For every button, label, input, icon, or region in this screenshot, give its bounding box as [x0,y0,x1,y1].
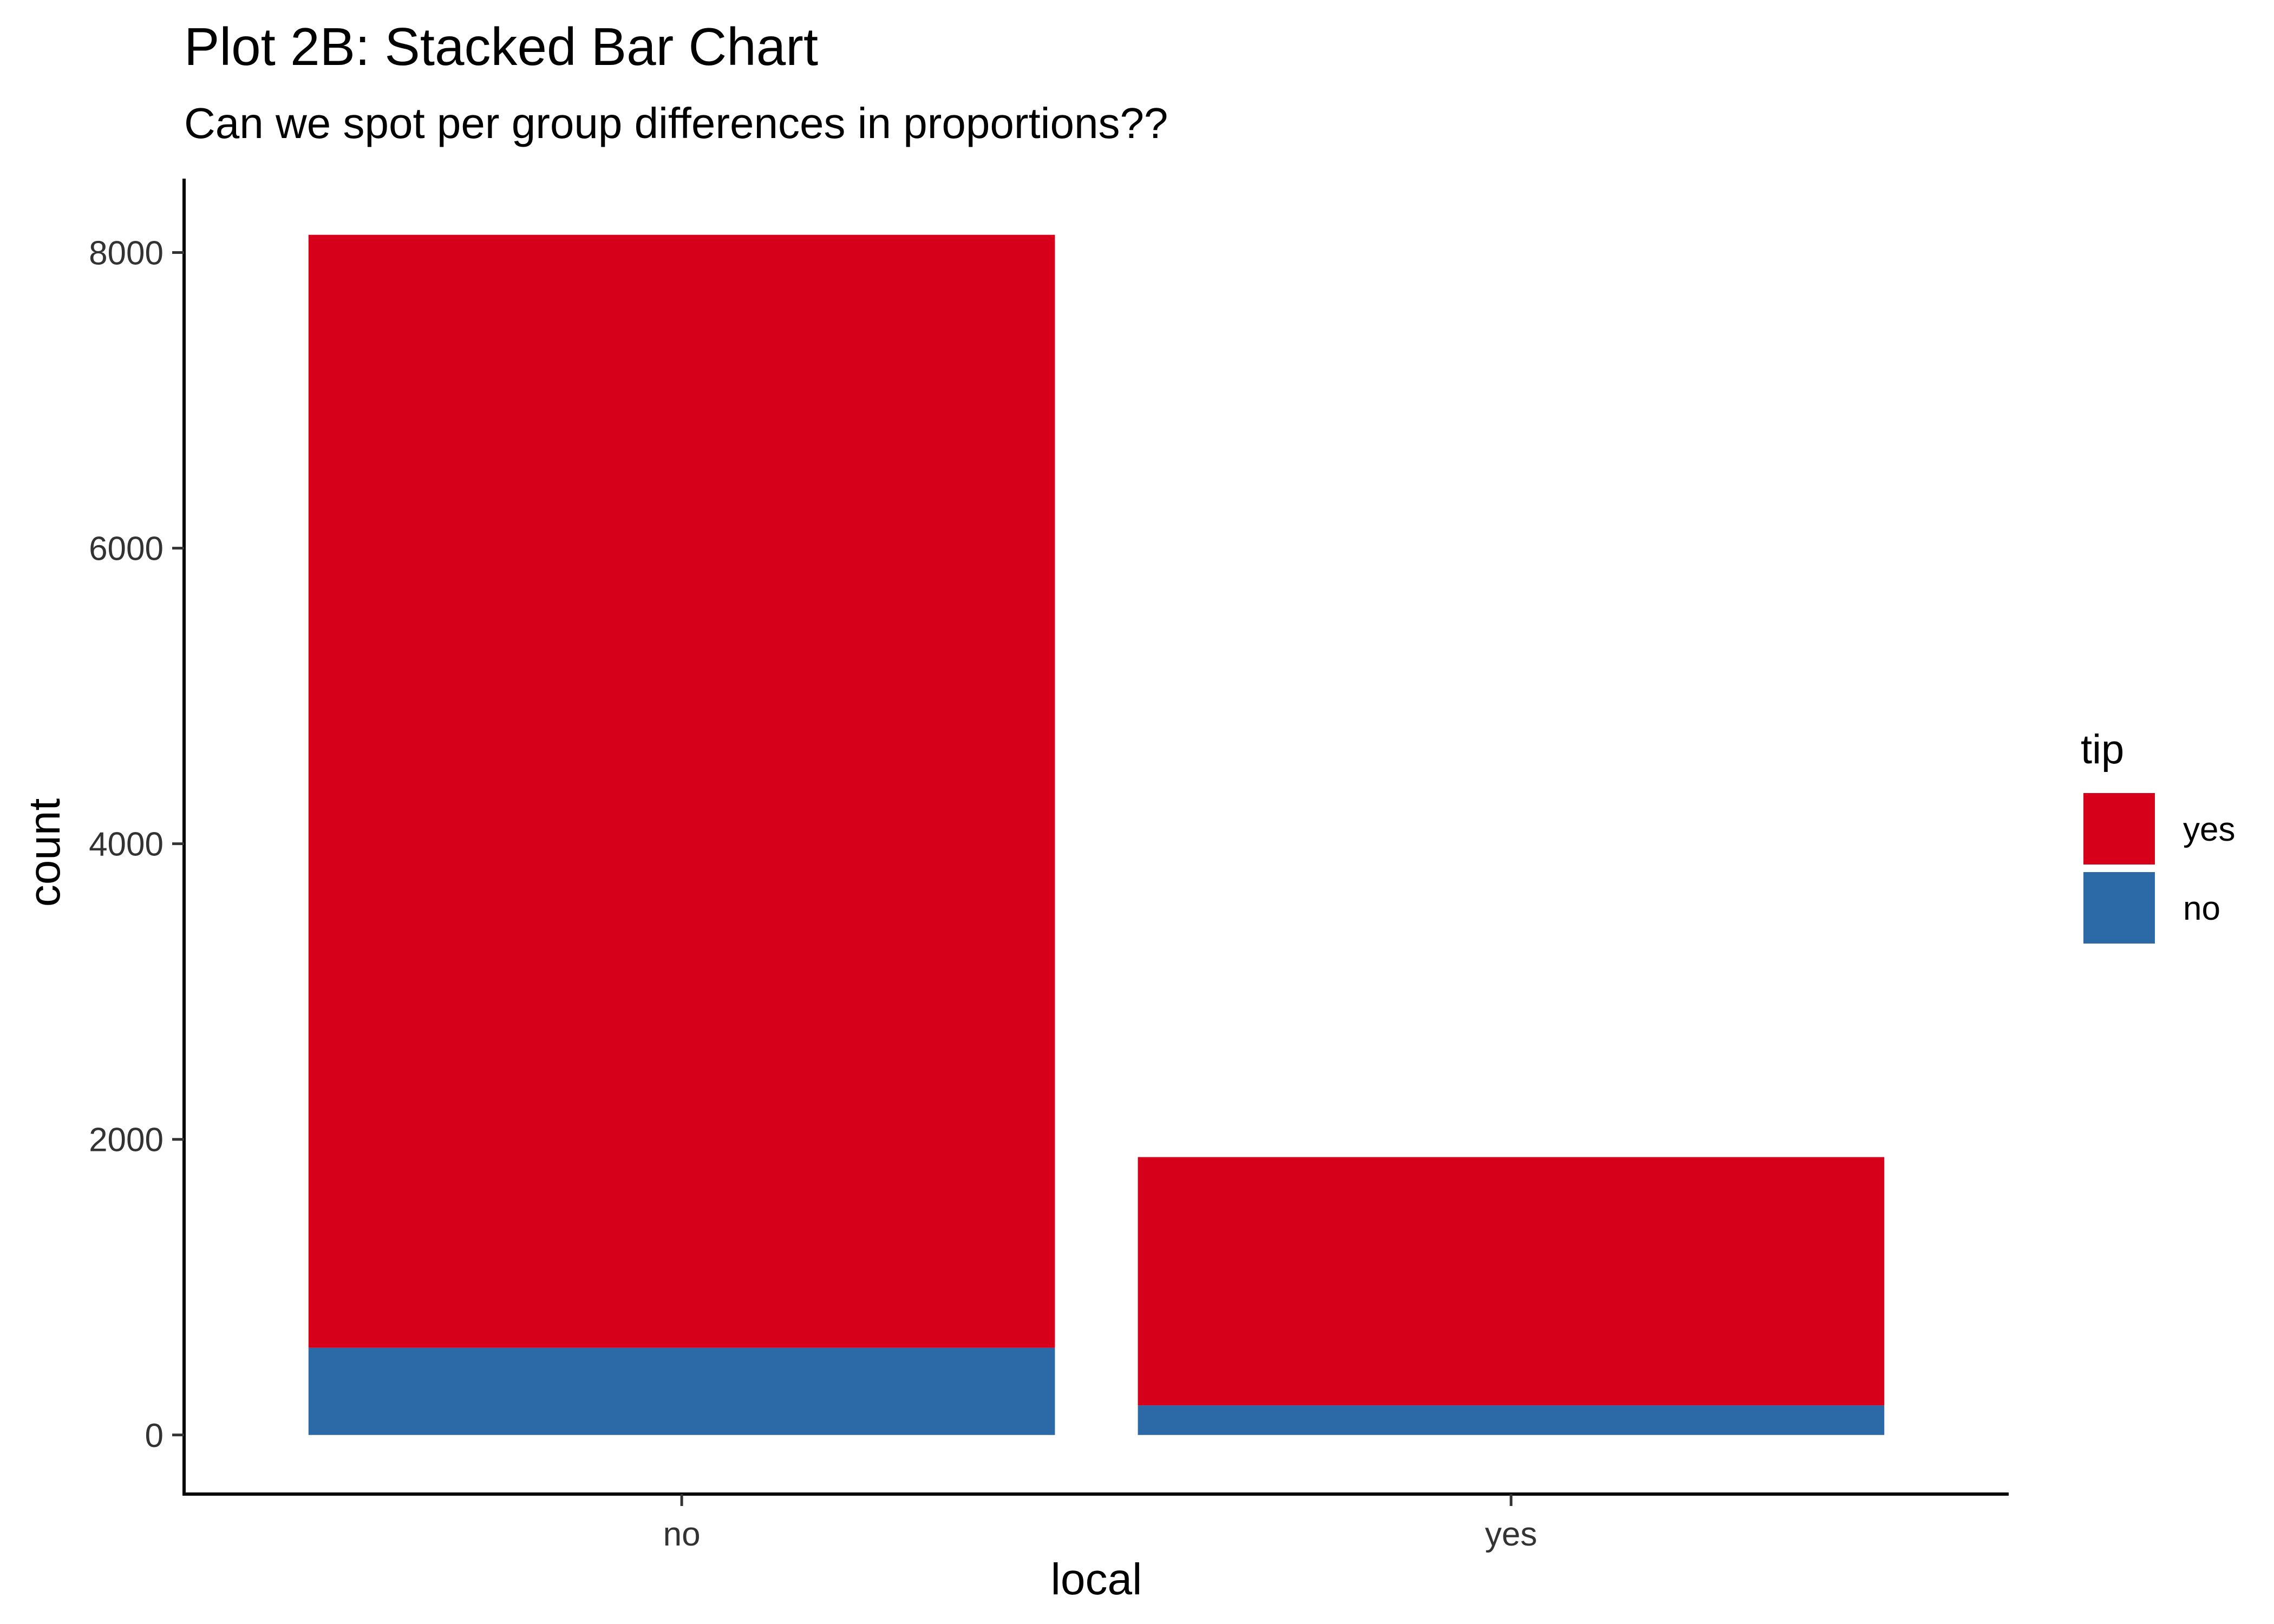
y-axis-ticks: 0 2000 4000 6000 8000 [89,235,184,1455]
y-tick-label: 8000 [89,235,164,272]
y-tick-label: 6000 [89,531,164,568]
bars-group [308,234,1885,1435]
bar-segment-yes-no [1138,1405,1885,1435]
legend-title: tip [2081,726,2124,772]
legend-label-yes: yes [2183,811,2235,848]
x-axis-ticks: no yes [663,1494,1537,1553]
y-tick-label: 2000 [89,1122,164,1159]
chart-subtitle: Can we spot per group differences in pro… [184,99,1168,147]
legend-key-no [2083,872,2155,944]
legend-key-yes [2083,793,2155,865]
y-tick-label: 4000 [89,826,164,863]
chart-title: Plot 2B: Stacked Bar Chart [184,17,818,76]
bar-segment-yes-yes [1138,1157,1885,1406]
legend-entries: yes no [2083,793,2235,944]
x-axis-title: local [1051,1555,1142,1604]
y-axis-title: count [20,798,69,907]
bar-segment-no-no [308,1347,1055,1435]
legend-label-no: no [2183,890,2220,927]
x-tick-label: yes [1485,1516,1537,1553]
y-tick-label: 0 [145,1417,164,1455]
bar-segment-no-yes [308,234,1055,1348]
x-tick-label: no [663,1516,701,1553]
legend: tip yes no [2081,726,2235,944]
